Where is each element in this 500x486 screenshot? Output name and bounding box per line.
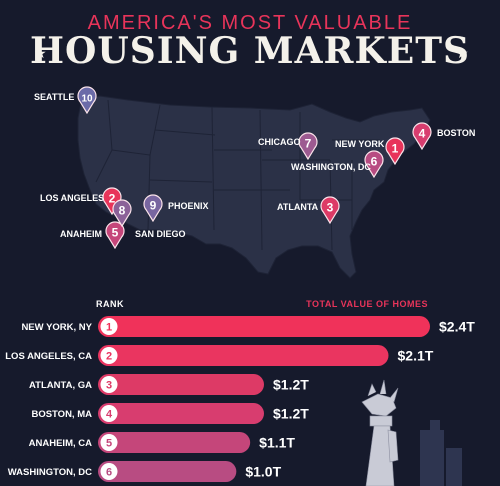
rank-badge-number: 4	[106, 409, 113, 421]
bar	[98, 316, 430, 337]
bar	[98, 345, 389, 366]
bar-value-label: $1.1T	[259, 435, 295, 451]
bar-row: LOS ANGELES, CA 2 $2.1T	[5, 345, 433, 366]
bar-value-label: $1.2T	[273, 377, 309, 393]
bar-row: BOSTON, MA 4 $1.2T	[31, 403, 309, 424]
rank-badge-number: 1	[106, 322, 112, 334]
bar-category-label: NEW YORK, NY	[21, 322, 92, 333]
bar	[98, 403, 264, 424]
bar	[98, 461, 236, 482]
bar-value-label: $2.4T	[439, 319, 475, 335]
bar-row: WASHINGTON, DC 6 $1.0T	[8, 461, 282, 482]
rank-badge-number: 6	[106, 467, 112, 479]
rank-column-header: RANK	[96, 299, 124, 309]
bar-category-label: LOS ANGELES, CA	[5, 351, 92, 362]
bar-category-label: ANAHEIM, CA	[29, 438, 92, 449]
bar	[98, 432, 250, 453]
bar-category-label: WASHINGTON, DC	[8, 467, 92, 478]
bar-value-label: $1.0T	[245, 464, 281, 480]
rank-badge-number: 5	[106, 438, 112, 450]
rank-badge-number: 3	[106, 380, 112, 392]
bar-row: ATLANTA, GA 3 $1.2T	[29, 374, 309, 395]
bar	[98, 374, 264, 395]
bar-category-label: ATLANTA, GA	[29, 380, 92, 391]
bar-category-label: BOSTON, MA	[31, 409, 92, 420]
header-title: HOUSING MARKETS	[0, 30, 500, 72]
star-icon: ★	[456, 46, 469, 62]
bar-value-label: $1.2T	[273, 406, 309, 422]
bar-row: ANAHEIM, CA 5 $1.1T	[29, 432, 296, 453]
rank-badge-number: 2	[106, 351, 112, 363]
bar-value-label: $2.1T	[398, 348, 434, 364]
value-column-header: TOTAL VALUE OF HOMES	[306, 299, 428, 309]
bar-row: NEW YORK, NY 1 $2.4T	[21, 316, 475, 337]
